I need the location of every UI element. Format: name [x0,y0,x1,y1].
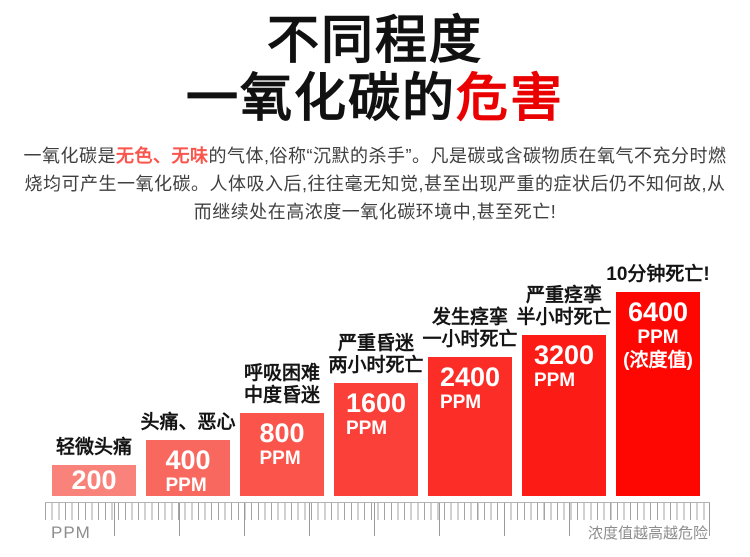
bar-value-block: 200 [71,467,116,496]
bar-value: 6400 [627,297,689,327]
bar-value: 800 [259,418,305,448]
bar-value-block: 1600 PPM [346,390,406,496]
bar-value: 200 [71,465,117,495]
title-line-2-red: 危害 [456,70,565,128]
bar-label: 严重痉挛 半小时死亡 [516,284,612,328]
page-title: 不同程度 一氧化碳的危害 [0,0,750,128]
bar-value: 2400 [439,362,501,392]
bar: 1600 PPM [334,383,418,496]
ruler-major-ticks [45,503,581,536]
bar-value-block: 6400 PPM (浓度值) [623,299,693,496]
bar: 6400 PPM (浓度值) [616,292,700,496]
title-line-1: 不同程度 [266,12,483,70]
bar-column-800ppm: 呼吸困难 中度昏迷 800 PPM [240,363,324,496]
bar-value: 3200 [533,340,595,370]
intro-text-post: 的气体,俗称“沉默的杀手”。凡是碳或含碳物质在氧气不充分时燃烧均可产生一氧化碳。… [24,146,727,222]
bar: 2400 PPM [428,357,512,496]
bar-label: 严重昏迷 两小时死亡 [328,332,424,376]
axis-unit-label: PPM [51,523,91,542]
bar-value-block: 3200 PPM [534,342,594,496]
bar-chart: 轻微头痛 200 头痛、恶心 400 PPM 呼吸困难 中度昏迷 [52,264,710,496]
bar-label: 10分钟死亡! [606,263,710,285]
bar-unit: PPM [637,327,679,348]
intro-text-highlight: 无色、无味 [116,146,209,166]
bar-unit: PPM [439,392,482,413]
bar-value: 1600 [345,388,407,418]
title-line-2-black: 一氧化碳的 [185,70,456,128]
intro-text-pre: 一氧化碳是 [23,146,116,166]
ruler-end-tick [709,503,710,536]
bar-value-block: 2400 PPM [440,364,500,496]
bar-unit: PPM [533,370,576,391]
bar-unit: PPM [259,448,301,469]
bar: 800 PPM [240,413,324,496]
intro-paragraph: 一氧化碳是无色、无味的气体,俗称“沉默的杀手”。凡是碳或含碳物质在氧气不充分时燃… [19,142,731,226]
bar: 200 [52,465,136,496]
bar-unit: PPM [165,475,207,496]
bar-column-1600ppm: 严重昏迷 两小时死亡 1600 PPM [328,333,424,496]
bar-unit: PPM [345,418,388,439]
bar-label: 头痛、恶心 [140,411,236,433]
bar-value-block: 800 PPM [259,420,304,496]
axis-danger-label: 浓度值越高越危险 [587,525,708,542]
bar-label: 轻微头痛 [55,436,132,458]
bar-label: 呼吸困难 中度昏迷 [243,362,320,406]
bar-column-200ppm: 轻微头痛 200 [52,437,136,496]
x-axis-ruler: PPM 浓度值越高越危险 [45,502,710,542]
bar-column-6400ppm: 10分钟死亡! 6400 PPM (浓度值) [606,264,710,496]
bar: 3200 PPM [522,335,606,496]
bar-column-2400ppm: 发生痉挛 一小时死亡 2400 PPM [422,307,518,496]
bar-value: 400 [165,445,211,475]
title-line-2: 一氧化碳的危害 [0,70,750,128]
bar-note: (浓度值) [623,349,693,371]
bar-column-3200ppm: 严重痉挛 半小时死亡 3200 PPM [516,285,612,496]
bar-column-400ppm: 头痛、恶心 400 PPM [140,412,236,496]
bar-label: 发生痉挛 一小时死亡 [422,306,518,350]
bar-value-block: 400 PPM [165,447,210,496]
bar: 400 PPM [146,440,230,496]
